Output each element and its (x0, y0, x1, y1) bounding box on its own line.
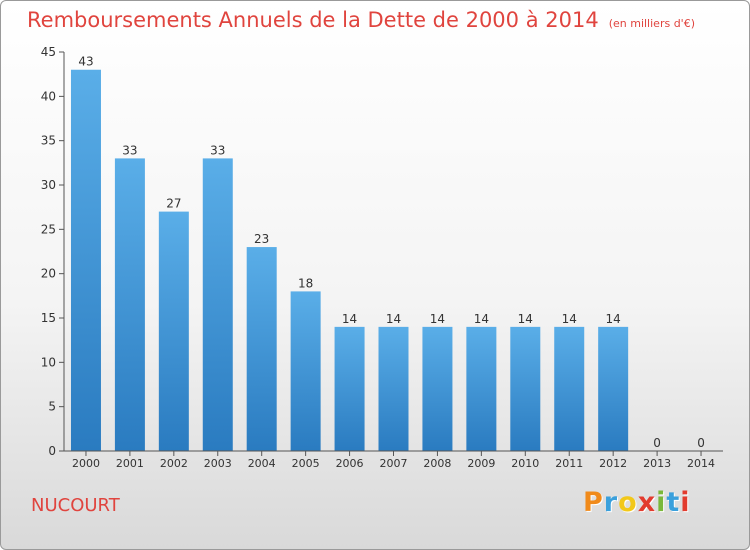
x-tick-label: 2012 (599, 457, 627, 470)
y-tick-label: 30 (41, 178, 56, 192)
y-tick-label: 20 (41, 267, 56, 281)
logo-letter: t (666, 487, 681, 518)
logo-letter: o (618, 487, 638, 518)
x-tick-label: 2008 (423, 457, 451, 470)
y-tick-label: 10 (41, 355, 56, 369)
x-tick-label: 2000 (72, 457, 100, 470)
bar (334, 326, 365, 451)
bar (378, 326, 409, 451)
data-label: 33 (122, 143, 137, 157)
y-tick-label: 40 (41, 89, 56, 103)
x-tick-label: 2014 (687, 457, 715, 470)
x-tick-label: 2005 (292, 457, 320, 470)
y-tick-label: 15 (41, 311, 56, 325)
logo-letter: i (680, 487, 691, 518)
x-tick-label: 2003 (204, 457, 232, 470)
x-tick-label: 2010 (511, 457, 539, 470)
proxiti-logo: Proxiti (583, 487, 691, 518)
x-tick-label: 2001 (116, 457, 144, 470)
bar (202, 158, 233, 451)
logo-letter: P (583, 487, 604, 518)
data-label: 14 (562, 312, 577, 326)
x-tick-label: 2009 (467, 457, 495, 470)
bar (70, 69, 101, 451)
y-axis: 0 5 10 15 20 25 30 35 40 45 (41, 45, 65, 458)
y-tick-label: 35 (41, 134, 56, 148)
y-tick-label: 5 (48, 400, 56, 414)
chart-title-text: Remboursements Annuels de la Dette de 20… (27, 8, 599, 32)
chart-title: Remboursements Annuels de la Dette de 20… (27, 8, 695, 32)
bar (554, 326, 585, 451)
x-tick-label: 2006 (336, 457, 364, 470)
data-label: 43 (78, 55, 93, 69)
logo-letter: i (656, 487, 667, 518)
logo-letter: x (637, 487, 657, 518)
x-tick-label: 2002 (160, 457, 188, 470)
bars: 43 33 27 33 23 18 14 14 14 14 14 14 14 0 0 (70, 55, 705, 451)
bar (246, 247, 277, 451)
commune-name: NUCOURT (31, 495, 120, 516)
bar (466, 326, 497, 451)
x-tick-label: 2007 (380, 457, 408, 470)
bar (598, 326, 629, 451)
y-tick-label: 45 (41, 45, 56, 59)
data-label: 33 (210, 143, 225, 157)
logo-letter: r (603, 487, 619, 518)
chart-subtitle: (en milliers d'€) (608, 17, 695, 30)
data-label: 14 (342, 312, 357, 326)
bar (510, 326, 541, 451)
data-label: 27 (166, 197, 181, 211)
data-label: 23 (254, 232, 269, 246)
data-label: 18 (298, 276, 313, 290)
bar (290, 291, 321, 451)
bar (114, 158, 145, 451)
x-axis: 2000 2001 2002 2003 2004 2005 2006 2007 2008 2009… (64, 450, 723, 470)
data-label: 0 (697, 436, 705, 450)
y-tick-label: 25 (41, 222, 56, 236)
data-label: 14 (606, 312, 621, 326)
data-label: 0 (653, 436, 661, 450)
y-tick-label: 0 (48, 444, 56, 458)
data-label: 14 (474, 312, 489, 326)
x-tick-label: 2013 (643, 457, 671, 470)
x-tick-label: 2004 (248, 457, 276, 470)
bar (422, 326, 453, 451)
data-label: 14 (518, 312, 533, 326)
data-label: 14 (430, 312, 445, 326)
x-tick-label: 2011 (555, 457, 583, 470)
bar (158, 211, 189, 451)
data-label: 14 (386, 312, 401, 326)
